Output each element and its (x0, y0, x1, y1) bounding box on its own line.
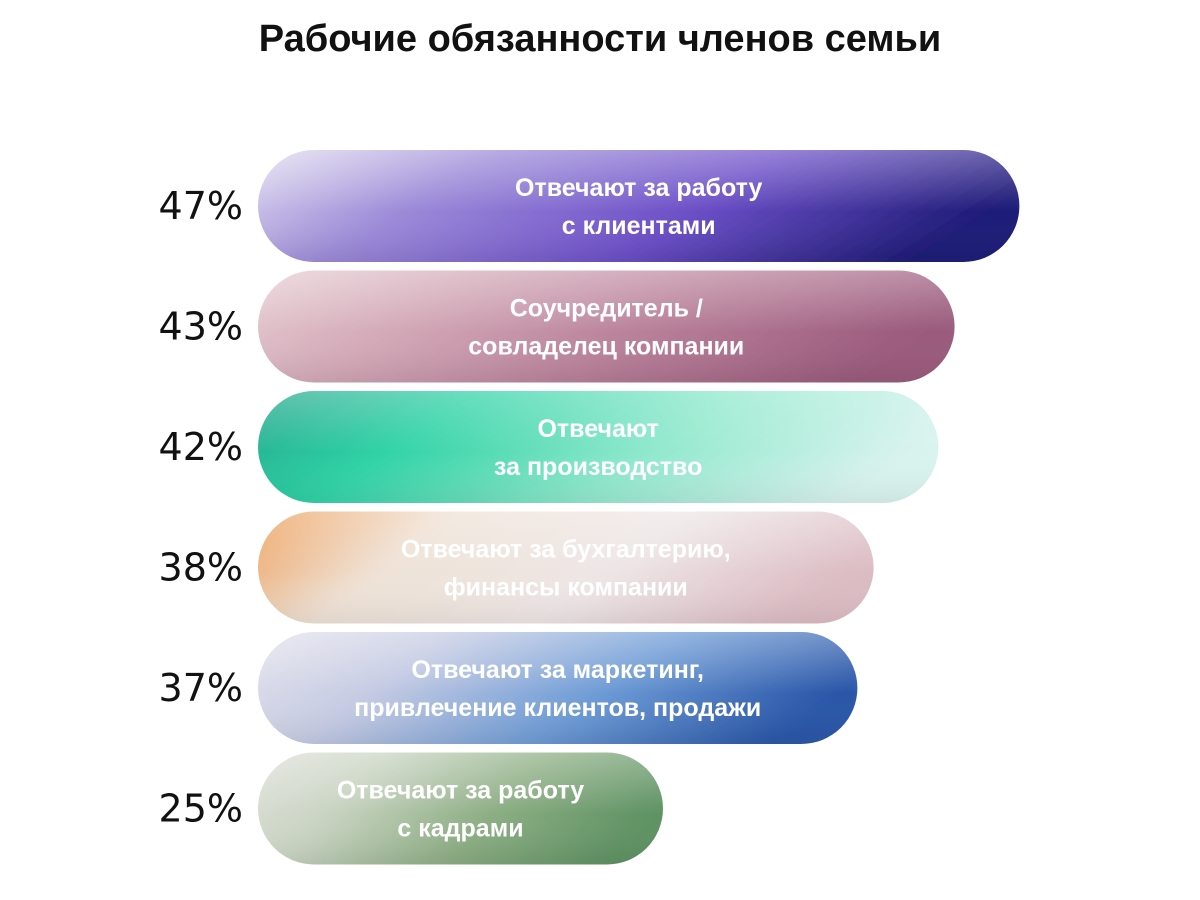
bar-group: 42% Отвечают за производство (159, 391, 939, 503)
bar-label: Отвечают за работу (337, 777, 584, 805)
bar-label: финансы компании (444, 574, 688, 602)
bar-label: Отвечают за маркетинг, (411, 656, 704, 684)
bar-label: Соучредитель / (510, 295, 703, 323)
bar-sheen (258, 150, 1020, 262)
bar-sheen (258, 511, 874, 624)
bar-label: с клиентами (562, 212, 716, 240)
value-label: 37% (159, 666, 243, 710)
bar-label: с кадрами (397, 815, 523, 843)
bar-label: привлечение клиентов, продажи (354, 694, 761, 722)
chart-title: Рабочие обязанности членов семьи (258, 18, 942, 60)
bar-label: Отвечают (537, 415, 658, 443)
bar-group: 43% Соучредитель / совладелец компании (159, 270, 955, 383)
bar-label: Отвечают за бухгалтерию, (401, 536, 731, 564)
bar-label: за производство (494, 453, 702, 481)
value-label: 42% (159, 425, 243, 469)
value-label: 25% (159, 787, 243, 831)
bars-layer: 47% Отвечают за работу с клиентами 43% Соучр… (159, 150, 1020, 865)
value-label: 38% (159, 546, 243, 590)
bar-sheen (258, 391, 939, 503)
value-label: 43% (159, 305, 243, 349)
value-label: 47% (159, 184, 243, 228)
bar-group: 37% Отвечают за маркетинг, привлечение кли… (159, 632, 858, 744)
bar-label: совладелец компании (468, 333, 744, 361)
bar-group: 47% Отвечают за работу с клиентами (159, 150, 1020, 262)
bar-group: 38% Отвечают за бухгалтерию, финансы компа… (159, 511, 874, 624)
bar-sheen (258, 752, 663, 865)
bar-sheen (258, 632, 858, 744)
bar-sheen (258, 270, 955, 383)
bar-label: Отвечают за работу (515, 174, 762, 202)
bar-group: 25% Отвечают за работу с кадрами (159, 752, 663, 865)
